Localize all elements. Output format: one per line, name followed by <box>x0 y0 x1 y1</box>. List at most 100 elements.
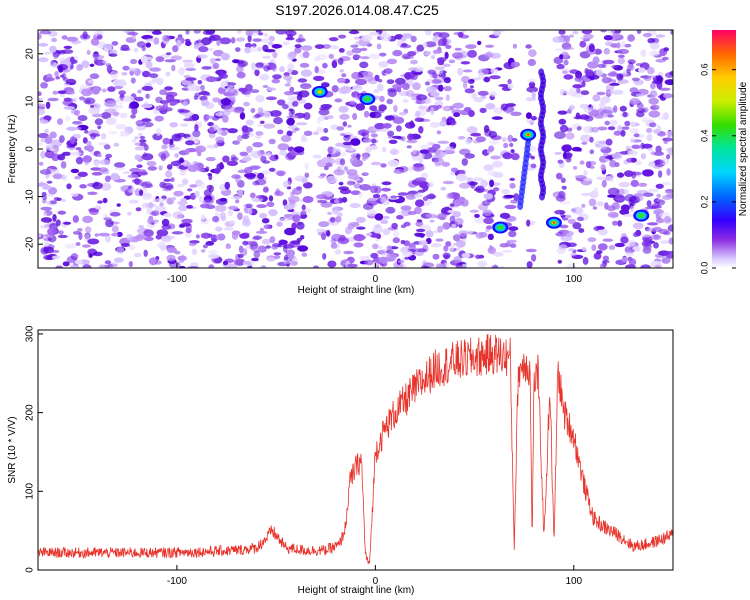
heatmap-cell <box>250 245 262 253</box>
heatmap-cell <box>341 73 347 78</box>
heatmap-cell <box>526 219 531 227</box>
heatmap-cell <box>292 214 301 223</box>
snr-series-line <box>38 333 673 565</box>
heatmap-cell <box>610 70 617 76</box>
heatmap-cell <box>477 72 485 80</box>
heatmap-y-ticks: -20 -10 0 10 20 <box>25 48 43 251</box>
heatmap-cell <box>287 34 294 39</box>
heatmap-cell <box>458 230 468 238</box>
heatmap-cell <box>636 189 649 194</box>
heatmap-cell <box>485 103 496 110</box>
heatmap-cell <box>122 171 131 175</box>
heatmap-cell <box>437 84 444 92</box>
heatmap-cell <box>213 49 224 57</box>
heatmap-cell <box>287 68 293 73</box>
heatmap-cell <box>227 210 234 217</box>
heatmap-cell <box>452 102 464 109</box>
heatmap-cell <box>262 44 269 52</box>
heatmap-cell <box>294 47 302 54</box>
heatmap-cell <box>294 44 302 49</box>
heatmap-cell <box>510 111 522 117</box>
heatmap-x-tick-label: -100 <box>167 274 187 285</box>
heatmap-cell <box>263 111 272 119</box>
heatmap-cell <box>112 261 119 268</box>
heatmap-cell <box>205 156 216 162</box>
heatmap-cell <box>217 86 227 95</box>
heatmap-cell <box>475 185 485 193</box>
heatmap-cell <box>573 174 586 178</box>
heatmap-cell <box>78 96 86 101</box>
heatmap-cell <box>202 30 211 35</box>
heatmap-x-ticks: -100 0 100 <box>167 263 583 285</box>
heatmap-cell <box>669 71 673 76</box>
heatmap-cell <box>97 200 103 204</box>
heatmap-cell <box>147 218 154 224</box>
heatmap-cell <box>365 232 373 237</box>
heatmap-cell <box>452 234 461 242</box>
heatmap-cell <box>600 164 606 171</box>
heatmap-cell <box>619 151 631 155</box>
heatmap-cell <box>360 56 370 60</box>
heatmap-cell <box>304 162 309 171</box>
heatmap-cell <box>483 193 493 200</box>
heatmap-cell <box>331 206 340 215</box>
heatmap-cell <box>73 97 78 104</box>
heatmap-cell <box>621 256 629 263</box>
heatmap-cell <box>617 220 623 227</box>
heatmap-cell <box>304 172 310 178</box>
heatmap-cell <box>347 223 355 230</box>
heatmap-cell <box>538 68 545 77</box>
heatmap-cell <box>430 107 435 115</box>
heatmap-cell <box>39 119 49 124</box>
heatmap-cell <box>164 185 174 190</box>
heatmap-cell <box>104 108 117 113</box>
heatmap-cell <box>392 116 405 125</box>
heatmap-cell <box>57 118 63 125</box>
heatmap-cell <box>660 182 672 186</box>
heatmap-cell <box>477 90 489 96</box>
heatmap-cell <box>228 95 236 101</box>
heatmap-cell <box>582 177 594 182</box>
heatmap-cell <box>49 169 60 173</box>
heatmap-cell <box>423 262 435 268</box>
heatmap-cell <box>366 209 377 217</box>
heatmap-cell <box>280 135 292 143</box>
heatmap-cell <box>347 263 358 268</box>
heatmap-cell <box>339 69 344 73</box>
heatmap-cell <box>266 257 276 262</box>
heatmap-cell <box>170 177 175 183</box>
heatmap-cell <box>207 173 212 176</box>
heatmap-cell <box>442 63 451 67</box>
heatmap-cell <box>177 200 188 206</box>
heatmap-cell <box>576 126 582 131</box>
heatmap-cell <box>179 123 189 127</box>
heatmap-cell <box>649 41 660 50</box>
heatmap-cell <box>405 89 415 98</box>
heatmap-cell <box>655 183 664 189</box>
heatmap-cell <box>557 259 562 264</box>
heatmap-cell <box>561 230 574 237</box>
heatmap-cell <box>642 33 652 38</box>
heatmap-cell <box>338 34 347 39</box>
heatmap-cell <box>111 41 119 46</box>
heatmap-cell <box>82 31 88 40</box>
heatmap-cell <box>473 97 484 103</box>
heatmap-cell <box>369 185 378 194</box>
heatmap-cell <box>336 165 349 171</box>
heatmap-cell <box>510 153 520 161</box>
heatmap-cell <box>165 94 175 102</box>
heatmap-cell <box>147 166 158 171</box>
heatmap-cell <box>94 118 104 126</box>
heatmap-cell <box>661 257 671 264</box>
heatmap-cell <box>225 243 231 249</box>
heatmap-cell <box>318 221 330 228</box>
heatmap-cell <box>178 204 188 212</box>
snr-y-tick-label: 300 <box>25 325 36 342</box>
heatmap-cell <box>268 41 274 46</box>
heatmap-cell <box>206 115 215 119</box>
heatmap-cell <box>337 237 349 245</box>
heatmap-cell <box>346 180 354 186</box>
heatmap-cell <box>638 67 646 73</box>
heatmap-cell <box>427 69 437 75</box>
heatmap-cell <box>189 184 198 188</box>
